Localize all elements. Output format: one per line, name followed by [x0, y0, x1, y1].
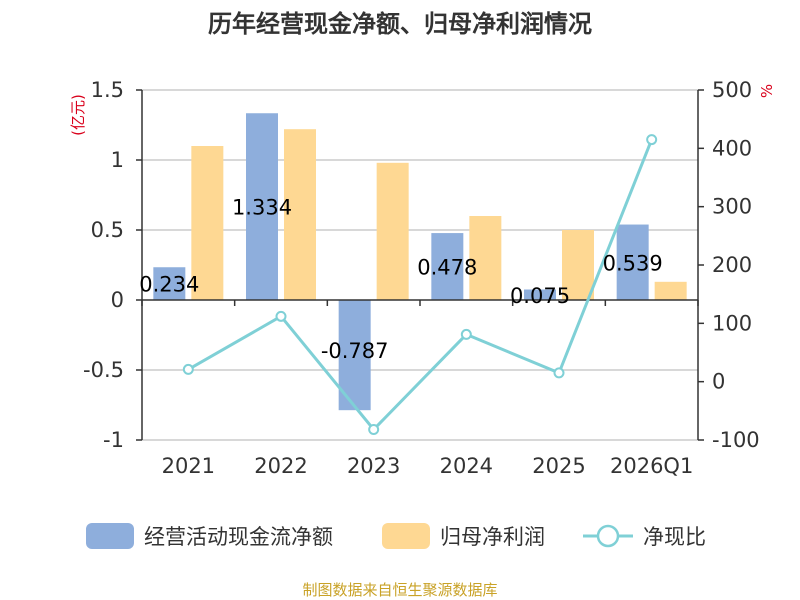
bars — [153, 113, 687, 411]
source-note: 制图数据来自恒生聚源数据库 — [302, 581, 497, 599]
bar-operating-cashflow[interactable] — [616, 224, 649, 300]
bar-operating-cashflow[interactable] — [153, 267, 186, 300]
left-tick-label: 1.5 — [91, 78, 124, 102]
left-tick-label: -0.5 — [83, 358, 124, 382]
left-tick-label: 0.5 — [91, 218, 124, 242]
right-tick-label: 100 — [712, 311, 752, 335]
right-tick-label: -100 — [712, 428, 760, 452]
axes — [136, 89, 704, 441]
bar-operating-cashflow[interactable] — [524, 289, 556, 301]
category-label: 2026Q1 — [610, 454, 693, 478]
left-tick-label: 0 — [111, 288, 124, 312]
ratio-point[interactable] — [553, 367, 565, 379]
category-label: 2023 — [347, 454, 400, 478]
legend-swatch-ratio-marker[interactable] — [596, 524, 620, 548]
left-tick-label: -1 — [103, 428, 124, 452]
legend-label[interactable]: 经营活动现金流净额 — [144, 525, 333, 549]
bar-net-profit[interactable] — [376, 162, 409, 300]
legend-swatch-profit[interactable] — [382, 523, 430, 549]
category-label: 2022 — [254, 454, 307, 478]
right-tick-label: 200 — [712, 253, 752, 277]
data-labels: 0.234 1.334 -0.787 0.478 0.075 0.539 — [139, 196, 662, 363]
chart-title: 历年经营现金净额、归母净利润情况 — [208, 10, 592, 38]
bar-net-profit[interactable] — [191, 146, 224, 300]
gridlines — [142, 89, 698, 441]
category-label: 2021 — [162, 454, 215, 478]
right-tick-label: 300 — [712, 195, 752, 219]
legend[interactable]: 经营活动现金流净额 归母净利润 净现比 — [86, 523, 706, 549]
bar-value-label: 0.234 — [139, 273, 199, 297]
bar-value-label: -0.787 — [321, 339, 389, 363]
legend-swatch-cashflow[interactable] — [86, 523, 134, 549]
legend-label[interactable]: 净现比 — [643, 525, 706, 549]
ratio-point[interactable] — [368, 424, 380, 435]
legend-label[interactable]: 归母净利润 — [440, 525, 545, 549]
bar-net-profit[interactable] — [469, 216, 502, 300]
bar-value-label: 0.478 — [417, 256, 477, 280]
bar-value-label: 0.075 — [510, 284, 570, 308]
tick-labels: 1.5 1 0.5 0 -0.5 -1 500 400 300 200 100 0 -100 2021 20… — [83, 78, 760, 478]
left-axis-unit: (亿元) — [69, 94, 87, 136]
right-tick-label: 0 — [712, 370, 725, 394]
ratio-point[interactable] — [460, 328, 472, 340]
bar-value-label: 0.539 — [603, 251, 663, 275]
bar-net-profit[interactable] — [284, 129, 316, 300]
bar-net-profit[interactable] — [562, 230, 594, 300]
category-label: 2025 — [532, 454, 585, 478]
right-axis-unit: % — [758, 84, 776, 98]
left-tick-label: 1 — [111, 148, 124, 172]
bar-value-label: 1.334 — [232, 196, 292, 220]
category-label: 2024 — [440, 454, 493, 478]
bar-operating-cashflow[interactable] — [246, 113, 278, 301]
bar-operating-cashflow[interactable] — [431, 233, 464, 300]
ratio-line — [182, 134, 658, 435]
ratio-line-path — [187, 139, 654, 432]
right-tick-label: 500 — [712, 78, 752, 102]
bar-net-profit[interactable] — [654, 281, 687, 300]
right-tick-label: 400 — [712, 136, 752, 160]
ratio-point[interactable] — [646, 134, 658, 146]
ratio-point[interactable] — [275, 310, 287, 322]
ratio-point[interactable] — [182, 363, 194, 375]
